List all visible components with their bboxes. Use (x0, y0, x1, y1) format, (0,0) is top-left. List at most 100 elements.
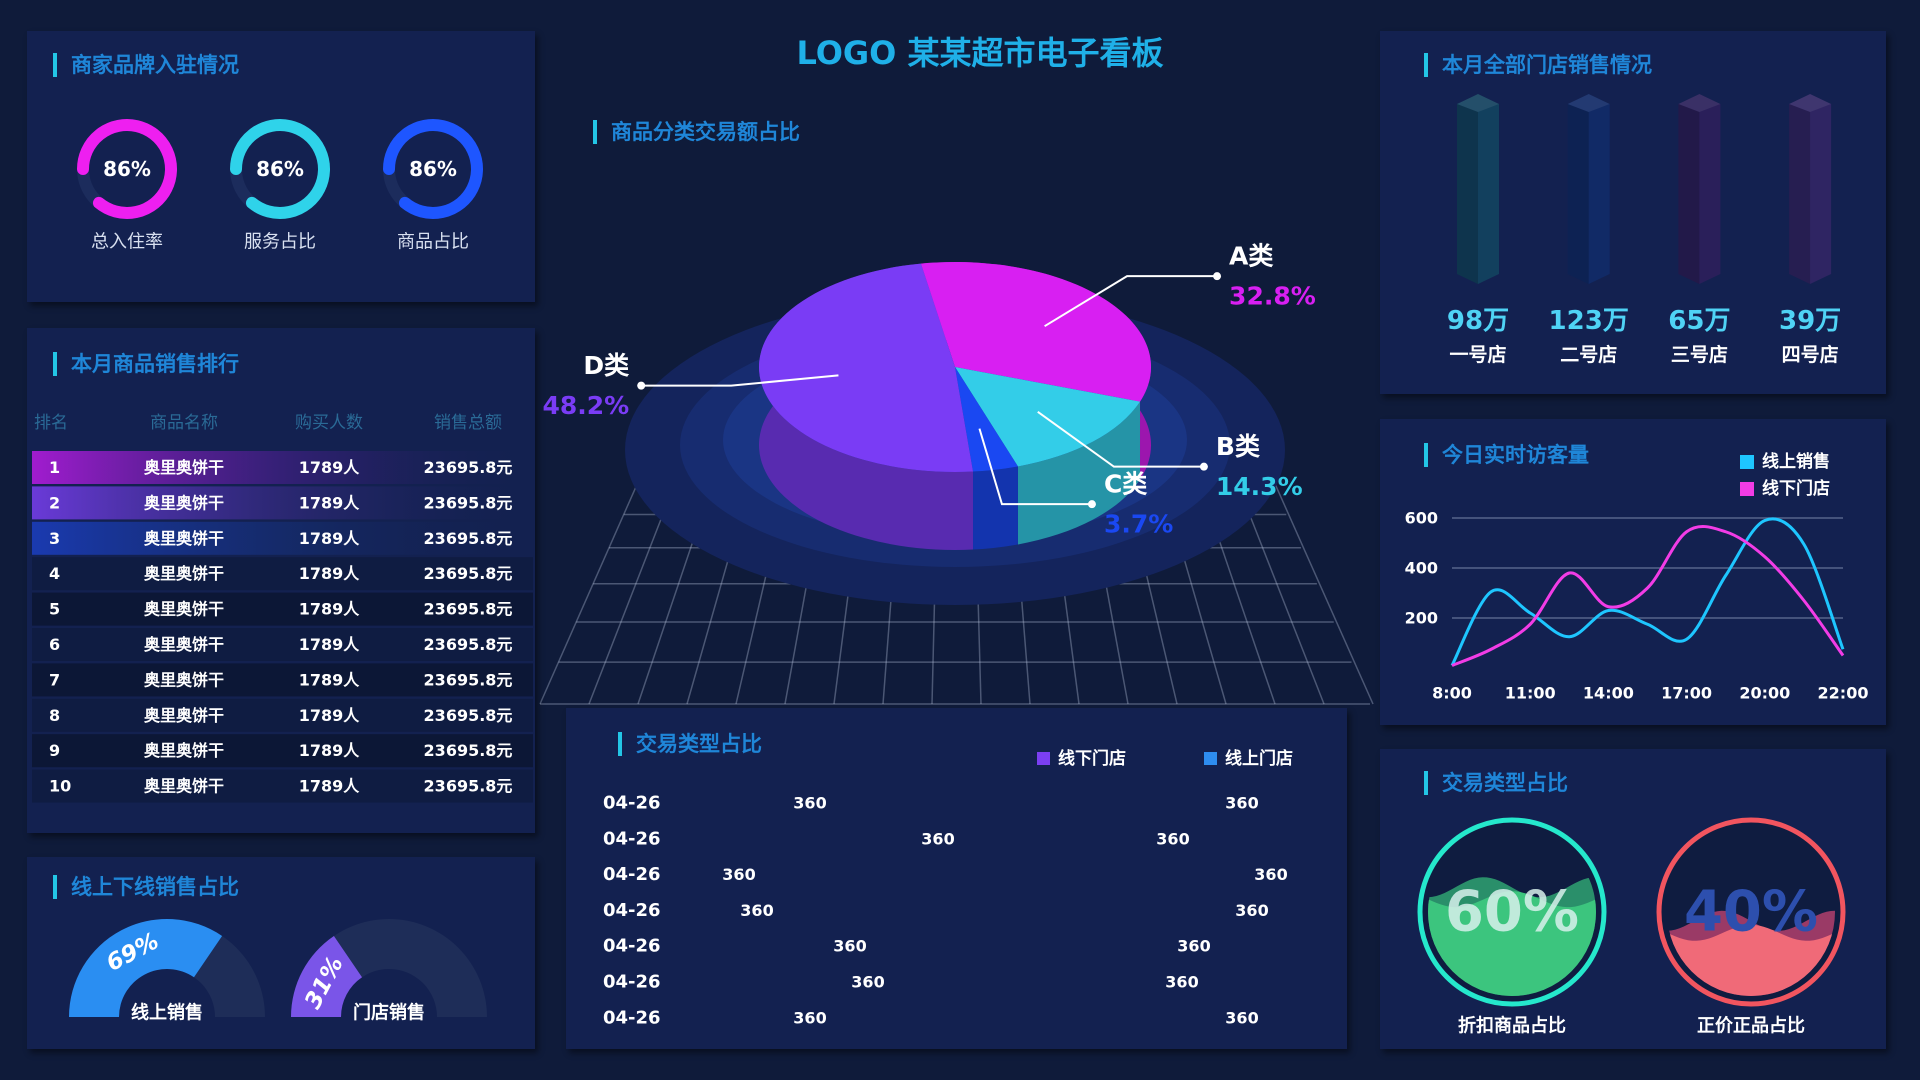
leader-dot (637, 381, 646, 390)
table-cell: 1789人 (299, 529, 361, 548)
table-cell: 奥里奥饼干 (144, 600, 224, 619)
table-cell: 23695.8元 (424, 670, 513, 689)
liquid-value: 60% (1445, 880, 1579, 945)
line-series (1451, 525, 1845, 667)
table-header: 销售总额 (434, 413, 502, 433)
table-cell: 7 (49, 670, 60, 689)
store-amount: 65万 (1668, 306, 1730, 336)
pie-slice (955, 367, 1141, 467)
bar-value: 360 (1225, 1008, 1258, 1027)
table-cell: 奥里奥饼干 (144, 458, 224, 477)
bar-value: 360 (851, 973, 884, 992)
table-cell: 9 (49, 741, 60, 760)
gauge-arc (69, 919, 223, 1017)
table-cell: 23695.8元 (424, 635, 513, 654)
table-row (32, 521, 533, 555)
trade-chart: 线下门店 线上门店 04-26 360 360 04-26 360 360 04-26 360 36… (603, 748, 1293, 1028)
row-label: 04-26 (603, 936, 661, 957)
panel: 线上下线销售占比 69% 线上销售 31% 门店销售 (27, 857, 535, 1049)
table-cell: 奥里奥饼干 (144, 529, 224, 548)
panel-title: 今日实时访客量 (1424, 443, 1589, 467)
donut-value: 86% (409, 157, 457, 181)
panel: 今日实时访客量 200 400 600 8:00 11:00 14:00 17:00 20:0… (1380, 419, 1886, 725)
table-cell: 奥里奥饼干 (144, 706, 224, 725)
gauge-label: 门店销售 (353, 1002, 425, 1024)
pie-value: 3.7% (1104, 510, 1173, 539)
pie-value: 32.8% (1229, 282, 1316, 311)
table-cell: 8 (49, 706, 60, 725)
legend-label: 线上销售 (1762, 451, 1830, 472)
pie-slice (758, 263, 974, 473)
panel-title: 商品分类交易额占比 (593, 120, 800, 144)
store-prism-cap (1789, 94, 1832, 112)
table-row (32, 592, 533, 626)
table-row (32, 451, 533, 484)
leader-line (1044, 275, 1218, 328)
line-series (1450, 517, 1845, 667)
table-cell: 1789人 (299, 777, 361, 796)
table-cell: 23695.8元 (424, 777, 513, 796)
legend-swatch (1037, 752, 1050, 765)
page-title: LOGO 某某超市电子看板 (796, 34, 1164, 72)
table-row (32, 769, 533, 803)
panel: 交易类型占比 60% 折扣商品占比 40% 正价正品占比 (1380, 749, 1886, 1049)
gauge-label: 线上销售 (131, 1002, 203, 1024)
liquid-wave (1428, 891, 1596, 996)
donut-chart: 86% 总入住率 86% 服务占比 86% 商品占比 (77, 119, 483, 253)
table-header: 排名 (34, 413, 68, 433)
table-row (32, 663, 533, 697)
table-cell: 23695.8元 (424, 529, 513, 548)
store-prism-cap (1567, 94, 1610, 112)
pie-side (973, 466, 1018, 550)
table-header: 商品名称 (150, 413, 218, 433)
panel-title: 本月商品销售排行 (53, 352, 239, 376)
store-prism-cap (1457, 94, 1499, 112)
table-cell: 1 (49, 458, 60, 477)
pie-label: A类 (1229, 242, 1274, 271)
table-cell: 1789人 (299, 564, 361, 583)
store-prism-face (1457, 104, 1478, 284)
table-cell: 23695.8元 (424, 741, 513, 760)
table-cell: 1789人 (299, 706, 361, 725)
pie-side (1017, 401, 1141, 545)
table-cell: 3 (49, 529, 60, 548)
bar-value: 360 (833, 937, 866, 956)
bar-value: 360 (1225, 794, 1258, 813)
leader-dot (1087, 500, 1096, 509)
leader-dot (1199, 462, 1208, 471)
bar-value: 360 (1177, 937, 1210, 956)
table-cell: 10 (49, 777, 71, 796)
table-row (32, 628, 533, 661)
legend-label: 线上门店 (1225, 748, 1293, 769)
bar-value: 360 (1235, 901, 1268, 920)
legend-swatch (1204, 752, 1217, 765)
panel: 交易类型占比 线下门店 线上门店 04-26 360 360 04-26 360 360 04-… (566, 708, 1347, 1049)
table-cell: 1789人 (299, 670, 361, 689)
pie-label: B类 (1216, 432, 1261, 461)
store-prism (1678, 94, 1721, 284)
table-cell: 6 (49, 635, 60, 654)
table-cell: 奥里奥饼干 (144, 493, 224, 512)
table-cell: 5 (49, 600, 60, 619)
leader-line (978, 428, 1092, 506)
panel: 本月商品销售排行 排名 商品名称 购买人数 销售总额 1 奥里奥饼干 1789人 23695.… (27, 328, 535, 833)
bar-value: 360 (1156, 829, 1189, 848)
donut-label: 服务占比 (244, 232, 316, 253)
table-cell: 1789人 (299, 493, 361, 512)
donut-arc (230, 119, 330, 219)
table-row (32, 698, 533, 732)
leader-line (1037, 410, 1204, 468)
bar-value: 360 (740, 901, 773, 920)
table-row (32, 557, 533, 591)
panel-title: 商家品牌入驻情况 (53, 53, 239, 77)
row-label: 04-26 (603, 793, 661, 814)
table-cell: 奥里奥饼干 (144, 777, 224, 796)
pie-label: D类 (583, 351, 630, 380)
table-cell: 23695.8元 (424, 564, 513, 583)
liquid-label: 正价正品占比 (1697, 1015, 1805, 1037)
legend-label: 线下门店 (1058, 748, 1126, 769)
table-header: 购买人数 (295, 413, 363, 433)
legend-label: 线下门店 (1762, 478, 1830, 499)
table-cell: 23695.8元 (424, 706, 513, 725)
liquid-chart: 60% 折扣商品占比 40% 正价正品占比 (1417, 817, 1846, 1037)
